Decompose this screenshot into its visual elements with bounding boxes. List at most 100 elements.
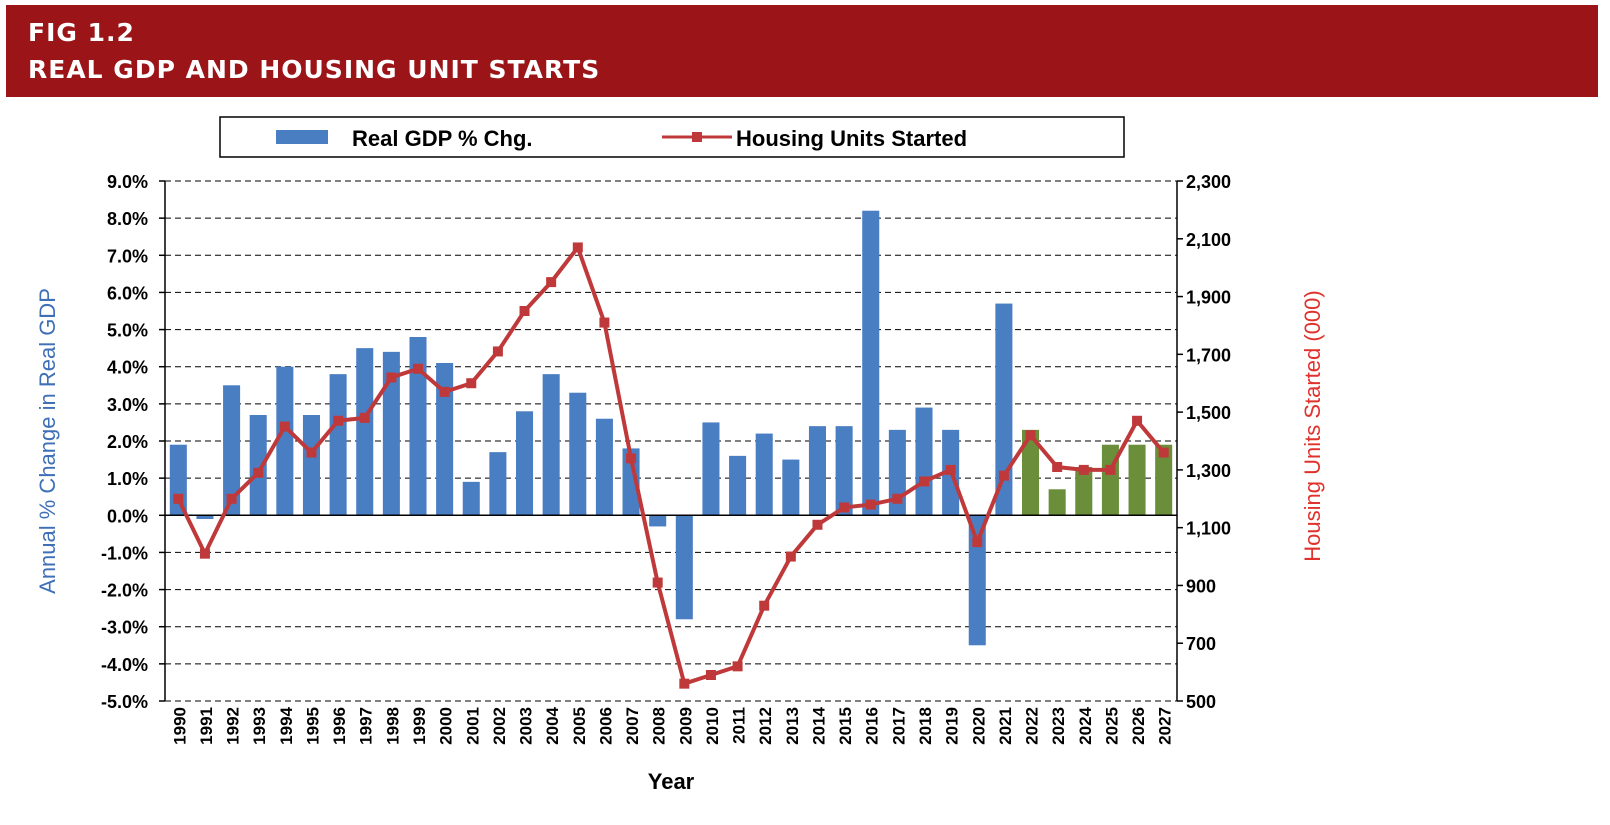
- housing-point: [865, 499, 876, 510]
- x-axis-label: Year: [648, 769, 695, 794]
- gdp-bar: [196, 515, 214, 519]
- x-tick-label: 2026: [1129, 707, 1148, 745]
- housing-point: [892, 493, 903, 504]
- right-tick-label: 500: [1186, 692, 1216, 712]
- x-tick-label: 1992: [224, 707, 243, 745]
- left-axis-ticks: 9.0% 8.0% 7.0% 6.0% 5.0% 4.0% 3.0% 2.0% 1.0% 0.0%…: [101, 172, 165, 712]
- housing-series-line: [176, 245, 1166, 686]
- gdp-bars: [169, 210, 1173, 646]
- gdp-bar: [169, 444, 187, 516]
- x-tick-label: 2010: [703, 707, 722, 745]
- x-tick-label: 1993: [250, 707, 269, 745]
- housing-point: [279, 421, 290, 432]
- housing-point: [572, 242, 583, 253]
- x-tick-label: 2015: [836, 707, 855, 745]
- right-axis-ticks: 2,300 2,100 1,900 1,700 1,500 1,300 1,100 900 70…: [1177, 172, 1231, 712]
- left-tick-label: 8.0%: [107, 209, 148, 229]
- housing-point: [626, 453, 637, 464]
- left-tick-label: -4.0%: [101, 655, 148, 675]
- x-tick-label: 1995: [303, 707, 322, 745]
- x-tick-label: 2004: [543, 706, 562, 744]
- right-tick-label: 2,100: [1186, 230, 1231, 250]
- housing-point: [173, 493, 184, 504]
- gdp-bar: [249, 415, 267, 516]
- housing-point: [599, 317, 610, 328]
- left-tick-label: 4.0%: [107, 358, 148, 378]
- x-tick-label: 2003: [517, 707, 536, 745]
- x-tick-label: 2020: [969, 707, 988, 745]
- x-tick-label: 1998: [383, 707, 402, 745]
- gdp-bar: [542, 374, 560, 516]
- left-axis-label: Annual % Change in Real GDP: [35, 288, 60, 594]
- housing-point: [679, 678, 690, 689]
- x-tick-label: 2011: [730, 707, 749, 744]
- gdp-bar: [223, 385, 241, 516]
- x-tick-label: 1997: [357, 707, 376, 745]
- x-tick-label: 2023: [1049, 707, 1068, 745]
- housing-point: [785, 551, 796, 562]
- left-tick-label: -5.0%: [101, 692, 148, 712]
- x-tick-label: 2002: [490, 707, 509, 745]
- gdp-bar: [276, 366, 294, 516]
- gdp-bar: [1128, 444, 1146, 516]
- housing-point: [998, 470, 1009, 481]
- legend-housing-label: Housing Units Started: [736, 126, 967, 151]
- housing-point: [1052, 462, 1063, 472]
- right-tick-label: 700: [1186, 634, 1216, 654]
- x-tick-label: 1991: [197, 707, 216, 745]
- x-tick-label: 2012: [756, 707, 775, 745]
- left-tick-label: -3.0%: [101, 618, 148, 638]
- gdp-bar: [622, 448, 640, 516]
- housing-point: [652, 577, 663, 588]
- housing-point: [972, 537, 983, 548]
- gdp-bar: [382, 351, 400, 516]
- gdp-bar: [569, 392, 587, 516]
- housing-point: [386, 372, 397, 383]
- x-tick-label: 2013: [783, 707, 802, 745]
- x-tick-label: 1996: [330, 707, 349, 745]
- housing-point: [839, 502, 850, 513]
- housing-point: [919, 476, 929, 487]
- housing-point: [1132, 415, 1143, 426]
- housing-point: [1158, 447, 1169, 458]
- gdp-bar: [782, 459, 800, 516]
- gdp-bar: [489, 452, 507, 516]
- housing-point: [1025, 430, 1036, 441]
- housing-point: [705, 670, 716, 680]
- housing-point: [306, 447, 317, 458]
- gdp-bar: [462, 481, 480, 516]
- x-axis-ticks: 1990 1991 1992 1993 1994 1995 1996 1997 1998 1999…: [170, 706, 1174, 744]
- x-tick-label: 2017: [889, 707, 908, 745]
- x-tick-label: 2014: [809, 706, 828, 744]
- x-tick-label: 2027: [1156, 707, 1175, 745]
- x-tick-label: 2022: [1023, 707, 1042, 745]
- left-tick-label: 2.0%: [107, 432, 148, 452]
- x-tick-label: 1994: [277, 706, 296, 744]
- x-tick-label: 2009: [676, 707, 695, 745]
- left-tick-label: 7.0%: [107, 246, 148, 266]
- x-tick-label: 2006: [596, 707, 615, 745]
- housing-point: [945, 464, 956, 475]
- gdp-bar: [808, 426, 826, 516]
- housing-point: [732, 661, 743, 672]
- gdp-bar: [356, 348, 374, 516]
- x-tick-label: 2001: [463, 707, 482, 745]
- housing-point: [413, 363, 423, 374]
- x-tick-label: 2016: [863, 707, 882, 745]
- x-tick-label: 1999: [410, 707, 429, 745]
- housing-point: [759, 600, 770, 611]
- right-tick-label: 1,900: [1186, 288, 1231, 308]
- gdp-bar: [862, 210, 880, 516]
- left-tick-label: 5.0%: [107, 321, 148, 341]
- gdp-bar: [968, 515, 986, 646]
- x-tick-label: 2008: [650, 707, 669, 745]
- housing-line: [173, 242, 1169, 689]
- housing-point: [439, 386, 450, 397]
- right-tick-label: 1,100: [1186, 519, 1231, 539]
- left-tick-label: 0.0%: [107, 506, 148, 526]
- gdp-bar: [329, 374, 347, 516]
- left-tick-label: 9.0%: [107, 172, 148, 192]
- left-tick-label: -2.0%: [101, 581, 148, 601]
- housing-point: [226, 493, 237, 504]
